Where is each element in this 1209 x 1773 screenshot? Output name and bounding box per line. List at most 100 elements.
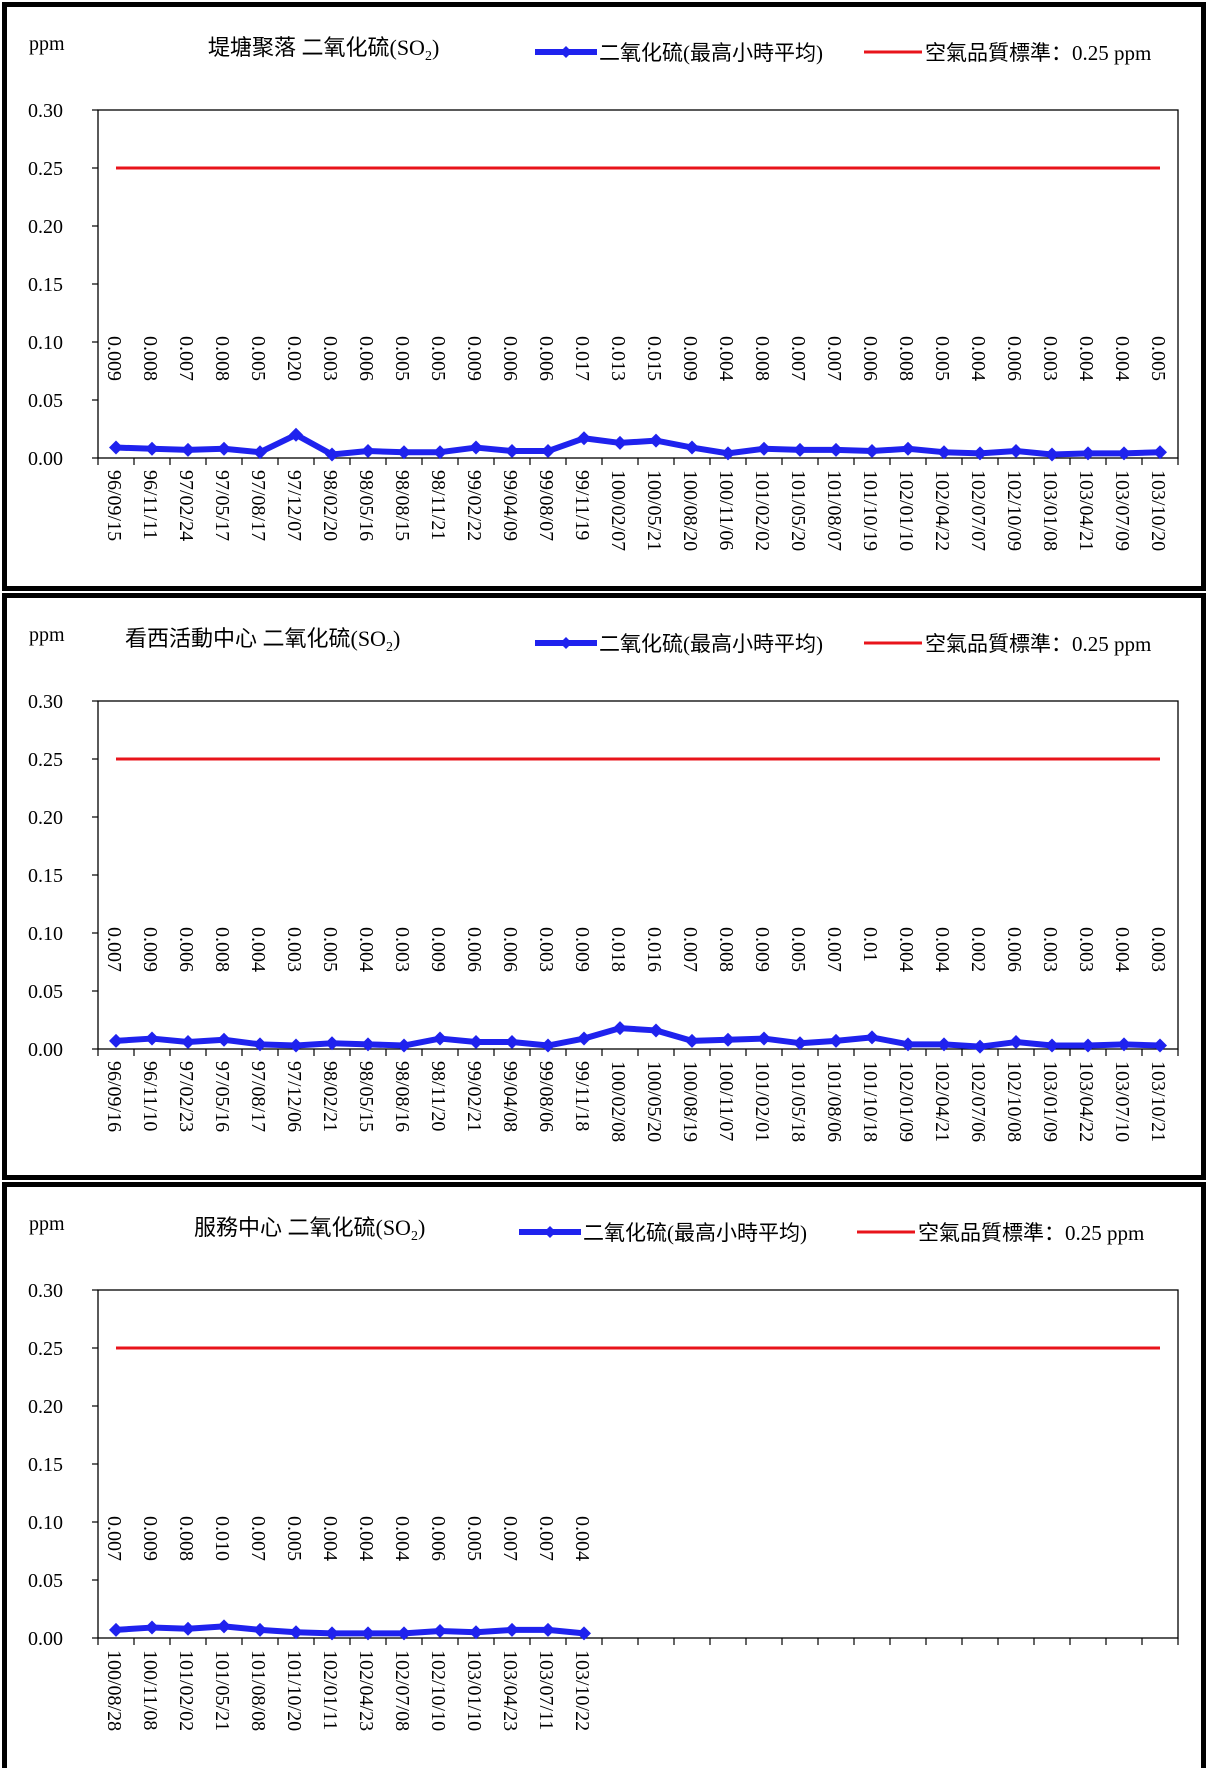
data-label: 0.006 <box>1003 336 1025 381</box>
data-point <box>541 1622 555 1637</box>
data-label: 0.004 <box>247 927 269 972</box>
x-tick-label: 101/05/20 <box>787 470 809 551</box>
data-point <box>325 447 339 462</box>
chart-panel-dike-village: ppm 堤塘聚落 二氧化硫(SO2) 二氧化硫(最高小時平均) 空氣品質標準：0.25… <box>2 2 1206 591</box>
chart-title: 堤塘聚落 二氧化硫(SO2) <box>208 35 439 64</box>
data-point <box>505 444 519 459</box>
data-label: 0.004 <box>1111 927 1133 972</box>
data-label: 0.009 <box>679 336 701 381</box>
data-label: 0.004 <box>715 336 737 381</box>
x-tick-label: 100/11/08 <box>139 1650 161 1730</box>
x-tick-label: 103/10/21 <box>1147 1061 1169 1142</box>
data-label: 0.006 <box>427 1516 449 1561</box>
data-label: 0.004 <box>967 336 989 381</box>
x-tick-label: 98/02/20 <box>319 470 341 541</box>
y-tick-label: 0.10 <box>28 332 63 354</box>
x-tick-label: 98/11/21 <box>427 470 449 540</box>
x-tick-label: 102/04/23 <box>355 1650 377 1731</box>
x-tick-label: 97/08/17 <box>247 1061 269 1132</box>
data-point <box>433 445 447 460</box>
data-label: 0.007 <box>823 336 845 381</box>
data-point <box>901 1037 915 1052</box>
data-label: 0.007 <box>535 1516 557 1561</box>
data-label: 0.005 <box>283 1516 305 1561</box>
x-tick-label: 101/10/18 <box>859 1061 881 1142</box>
y-tick-label: 0.00 <box>28 1628 63 1650</box>
data-point <box>1009 444 1023 459</box>
data-point <box>829 442 843 457</box>
data-point <box>109 440 123 455</box>
x-tick-label: 97/05/16 <box>211 1061 233 1132</box>
data-label: 0.009 <box>139 927 161 972</box>
data-point <box>541 1038 555 1053</box>
x-tick-label: 99/04/08 <box>499 1061 521 1132</box>
x-tick-label: 98/08/15 <box>391 470 413 541</box>
legend-series-label: 二氧化硫(最高小時平均) <box>583 1221 807 1245</box>
x-tick-label: 96/11/11 <box>139 470 161 540</box>
data-point <box>865 1030 879 1045</box>
data-point <box>973 1039 987 1054</box>
data-label: 0.007 <box>175 336 197 381</box>
data-label: 0.003 <box>283 927 305 972</box>
data-point <box>1045 1038 1059 1053</box>
x-tick-label: 103/01/08 <box>1039 470 1061 551</box>
x-tick-label: 98/02/21 <box>319 1061 341 1132</box>
y-tick-label: 0.05 <box>28 390 63 412</box>
chart-panel-kanxi-activity-center: ppm 看西活動中心 二氧化硫(SO2) 二氧化硫(最高小時平均) 空氣品質標準：0.… <box>2 593 1206 1180</box>
x-tick-label: 102/10/09 <box>1003 470 1025 551</box>
data-label: 0.008 <box>175 1516 197 1561</box>
data-point <box>685 1033 699 1048</box>
unit-label: ppm <box>29 1213 65 1235</box>
data-point <box>793 1036 807 1051</box>
data-point <box>649 433 663 448</box>
legend-standard-label: 空氣品質標準：0.25 ppm <box>918 1221 1144 1245</box>
x-tick-label: 100/11/06 <box>715 470 737 550</box>
legend: 二氧化硫(最高小時平均) 空氣品質標準：0.25 ppm <box>535 41 1151 65</box>
data-label: 0.003 <box>535 927 557 972</box>
data-label: 0.017 <box>571 336 593 381</box>
y-tick-label: 0.15 <box>28 865 63 887</box>
chart-service-center: ppm 服務中心 二氧化硫(SO2) 二氧化硫(最高小時平均) 空氣品質標準：0.25… <box>28 1213 1179 1731</box>
x-tick-label: 98/08/16 <box>391 1061 413 1132</box>
data-label: 0.006 <box>1003 927 1025 972</box>
y-tick-label: 0.25 <box>28 749 63 771</box>
plot-area <box>97 109 1179 459</box>
data-label: 0.003 <box>1147 927 1169 972</box>
data-label: 0.006 <box>499 336 521 381</box>
data-label: 0.003 <box>319 336 341 381</box>
data-label: 0.007 <box>103 927 125 972</box>
chart-title: 服務中心 二氧化硫(SO2) <box>194 1215 425 1244</box>
y-tick-label: 0.05 <box>28 981 63 1003</box>
data-point <box>829 1033 843 1048</box>
unit-label: ppm <box>29 624 65 646</box>
data-point <box>325 1036 339 1051</box>
data-point <box>1117 446 1131 461</box>
data-point <box>505 1035 519 1050</box>
legend-series-marker <box>544 1226 556 1238</box>
y-tick-label: 0.30 <box>28 1280 63 1302</box>
x-tick-label: 98/11/20 <box>427 1061 449 1131</box>
x-tick-label: 102/04/22 <box>931 470 953 551</box>
data-label: 0.020 <box>283 336 305 381</box>
y-tick-label: 0.10 <box>28 923 63 945</box>
data-label: 0.007 <box>823 927 845 972</box>
data-point <box>253 1037 267 1052</box>
data-point <box>469 1035 483 1050</box>
x-tick-label: 97/12/06 <box>283 1061 305 1132</box>
data-label: 0.004 <box>355 1516 377 1561</box>
x-tick-label: 101/05/21 <box>211 1650 233 1731</box>
x-tick-label: 100/08/20 <box>679 470 701 551</box>
data-label: 0.010 <box>211 1516 233 1561</box>
x-tick-label: 102/07/07 <box>967 470 989 551</box>
data-point <box>685 440 699 455</box>
x-tick-label: 102/10/08 <box>1003 1061 1025 1142</box>
data-label: 0.006 <box>499 927 521 972</box>
data-label: 0.009 <box>751 927 773 972</box>
x-tick-label: 103/01/10 <box>463 1650 485 1731</box>
x-tick-label: 103/04/21 <box>1075 470 1097 551</box>
x-tick-label: 100/05/20 <box>643 1061 665 1142</box>
y-tick-label: 0.25 <box>28 1338 63 1360</box>
x-tick-label: 101/10/19 <box>859 470 881 551</box>
y-tick-label: 0.20 <box>28 216 63 238</box>
data-point <box>289 1038 303 1053</box>
